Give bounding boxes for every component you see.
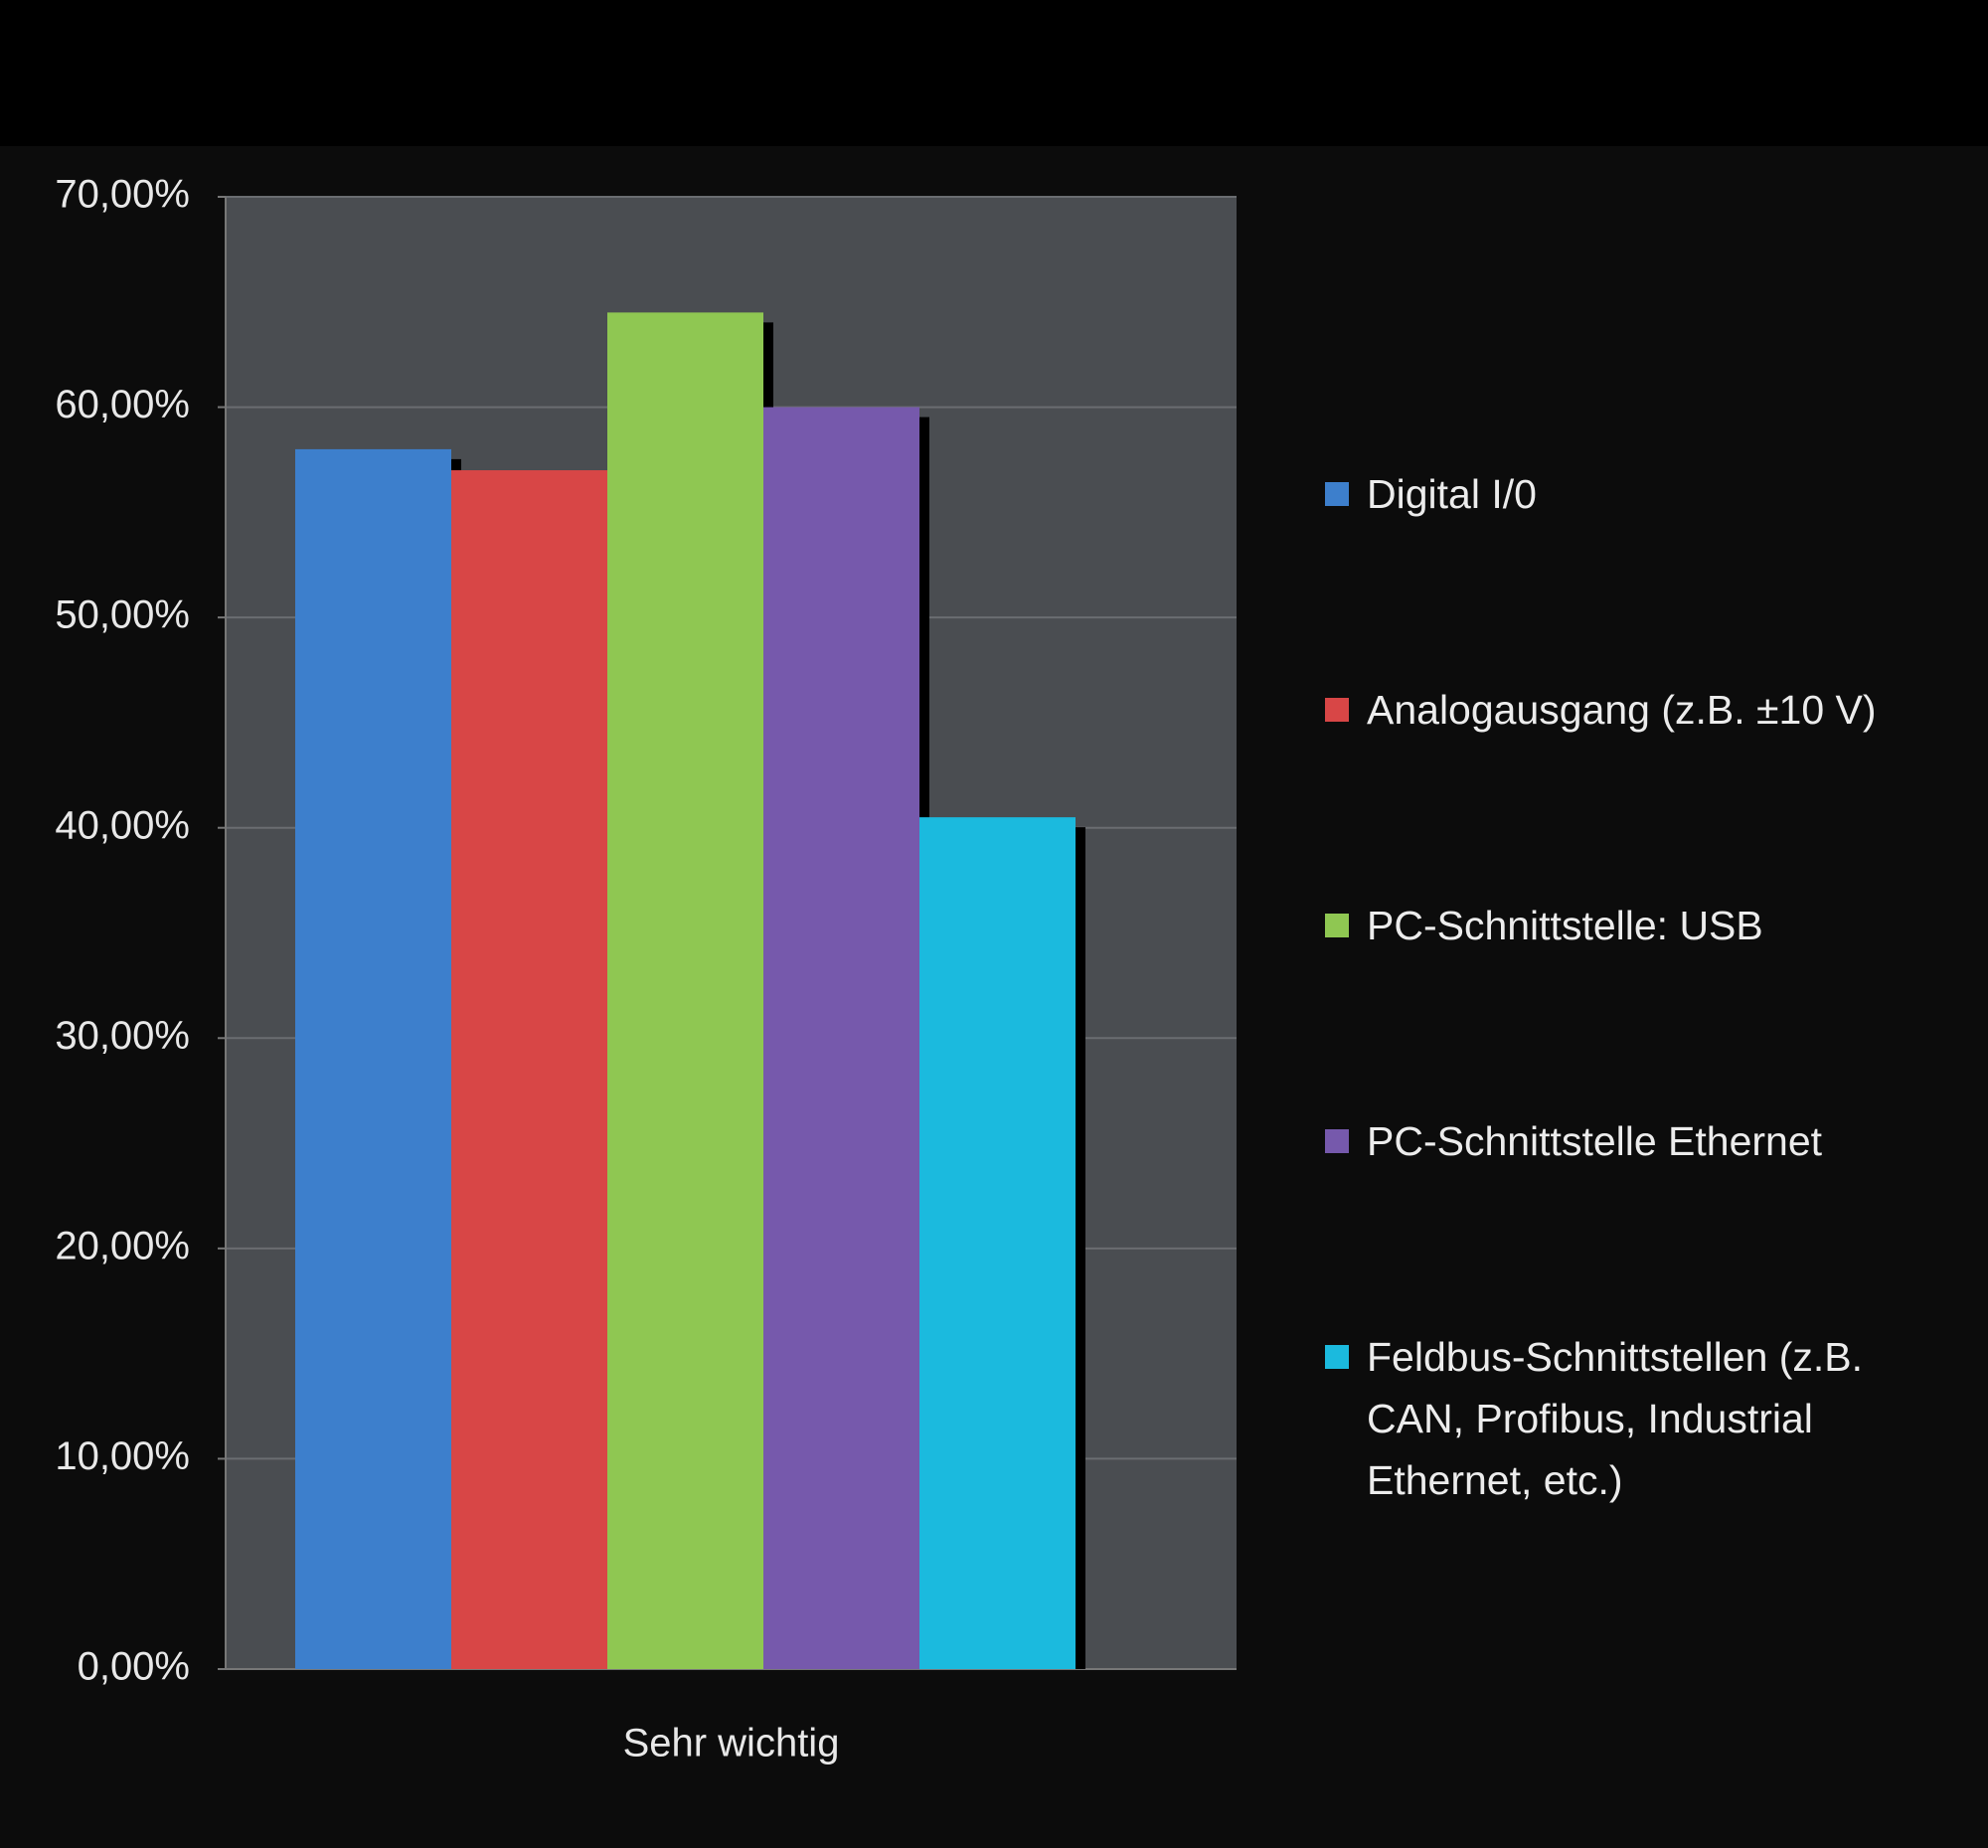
bar: [451, 470, 607, 1669]
y-tick-label: 40,00%: [55, 803, 190, 847]
legend-item: Feldbus-Schnittstellen (z.B. CAN, Profib…: [1325, 1326, 1961, 1511]
legend-label: PC-Schnittstelle Ethernet: [1367, 1118, 1823, 1164]
legend-swatch: [1325, 698, 1349, 722]
y-tick-label: 20,00%: [55, 1224, 190, 1267]
legend-label: Feldbus-Schnittstellen (z.B. CAN, Profib…: [1367, 1334, 1864, 1503]
y-tick-label: 60,00%: [55, 383, 190, 426]
legend-label: PC-Schnittstelle: USB: [1367, 903, 1763, 948]
y-tick-label: 30,00%: [55, 1014, 190, 1058]
bar: [763, 407, 919, 1670]
y-tick-label: 70,00%: [55, 173, 190, 217]
legend-swatch: [1325, 914, 1349, 937]
bar: [295, 448, 451, 1669]
y-tick-label: 10,00%: [55, 1434, 190, 1478]
legend-item: Digital I/0: [1325, 463, 1961, 525]
legend-item: Analogausgang (z.B. ±10 V): [1325, 679, 1961, 741]
legend-swatch: [1325, 1129, 1349, 1153]
y-tick-label: 50,00%: [55, 593, 190, 637]
top-band: [0, 0, 1988, 146]
legend-item: PC-Schnittstelle Ethernet: [1325, 1110, 1961, 1172]
bar: [607, 312, 763, 1670]
legend-swatch: [1325, 1345, 1349, 1369]
y-tick-label: 0,00%: [78, 1645, 190, 1689]
bar: [919, 817, 1076, 1669]
x-tick-label: Sehr wichtig: [623, 1722, 840, 1765]
legend-label: Analogausgang (z.B. ±10 V): [1367, 687, 1877, 733]
legend-swatch: [1325, 482, 1349, 506]
legend-item: PC-Schnittstelle: USB: [1325, 895, 1961, 956]
legend-label: Digital I/0: [1367, 471, 1537, 517]
